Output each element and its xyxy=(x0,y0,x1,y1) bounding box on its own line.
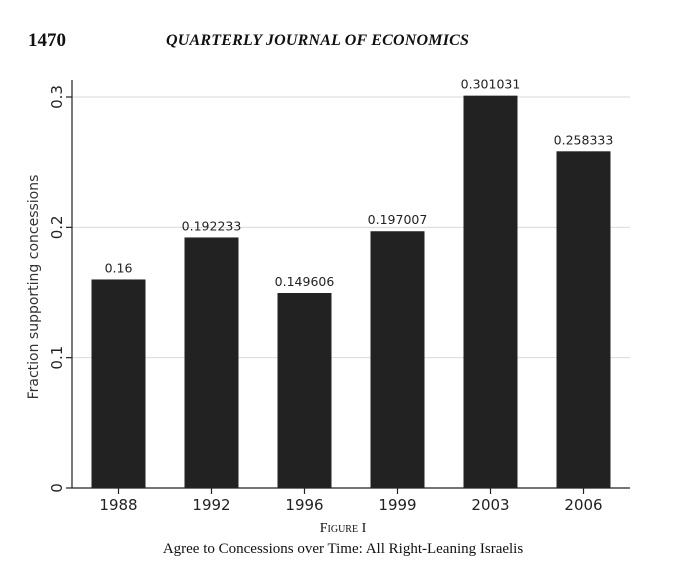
x-tick-label: 1992 xyxy=(192,496,230,514)
bar-2006 xyxy=(556,151,611,489)
journal-title: QUARTERLY JOURNAL OF ECONOMICS xyxy=(166,32,470,49)
bar-1988 xyxy=(91,279,146,488)
y-axis-label: Fraction supporting concessions xyxy=(26,175,42,400)
y-tick-label: 0.1 xyxy=(48,346,66,370)
x-tick-label: 1999 xyxy=(378,496,416,514)
data-label: 0.258333 xyxy=(554,132,614,147)
bar-2003 xyxy=(463,95,518,489)
bars xyxy=(91,95,611,489)
data-label: 0.149606 xyxy=(275,274,335,289)
axes xyxy=(66,80,630,494)
grid-lines xyxy=(72,96,630,359)
y-tick-label: 0.3 xyxy=(48,85,66,109)
y-tick-label: 0.2 xyxy=(48,215,66,239)
labels: 0 0.1 0.2 0.3 1988 0.16 1992 0.192233 1996 0.1496… xyxy=(48,77,613,514)
x-tick-label: 2006 xyxy=(564,496,602,514)
bar-1996 xyxy=(277,293,332,488)
figure-number: Figure I xyxy=(319,521,367,536)
bar-1999 xyxy=(370,231,425,489)
x-tick-label: 1996 xyxy=(285,496,323,514)
x-tick-label: 1988 xyxy=(99,496,137,514)
figure-caption: Agree to Concessions over Time: All Righ… xyxy=(162,541,524,557)
x-tick-label: 2003 xyxy=(471,496,509,514)
data-label: 0.192233 xyxy=(182,218,242,233)
data-label: 0.197007 xyxy=(368,212,428,227)
data-label: 0.16 xyxy=(105,260,133,275)
page-number: 1470 xyxy=(28,30,66,51)
y-tick-label: 0 xyxy=(48,483,66,493)
bar-chart: 0 0.1 0.2 0.3 1988 0.16 1992 0.192233 1996 0.1496… xyxy=(26,77,630,514)
data-label: 0.301031 xyxy=(461,77,521,92)
bar-1992 xyxy=(184,237,239,488)
